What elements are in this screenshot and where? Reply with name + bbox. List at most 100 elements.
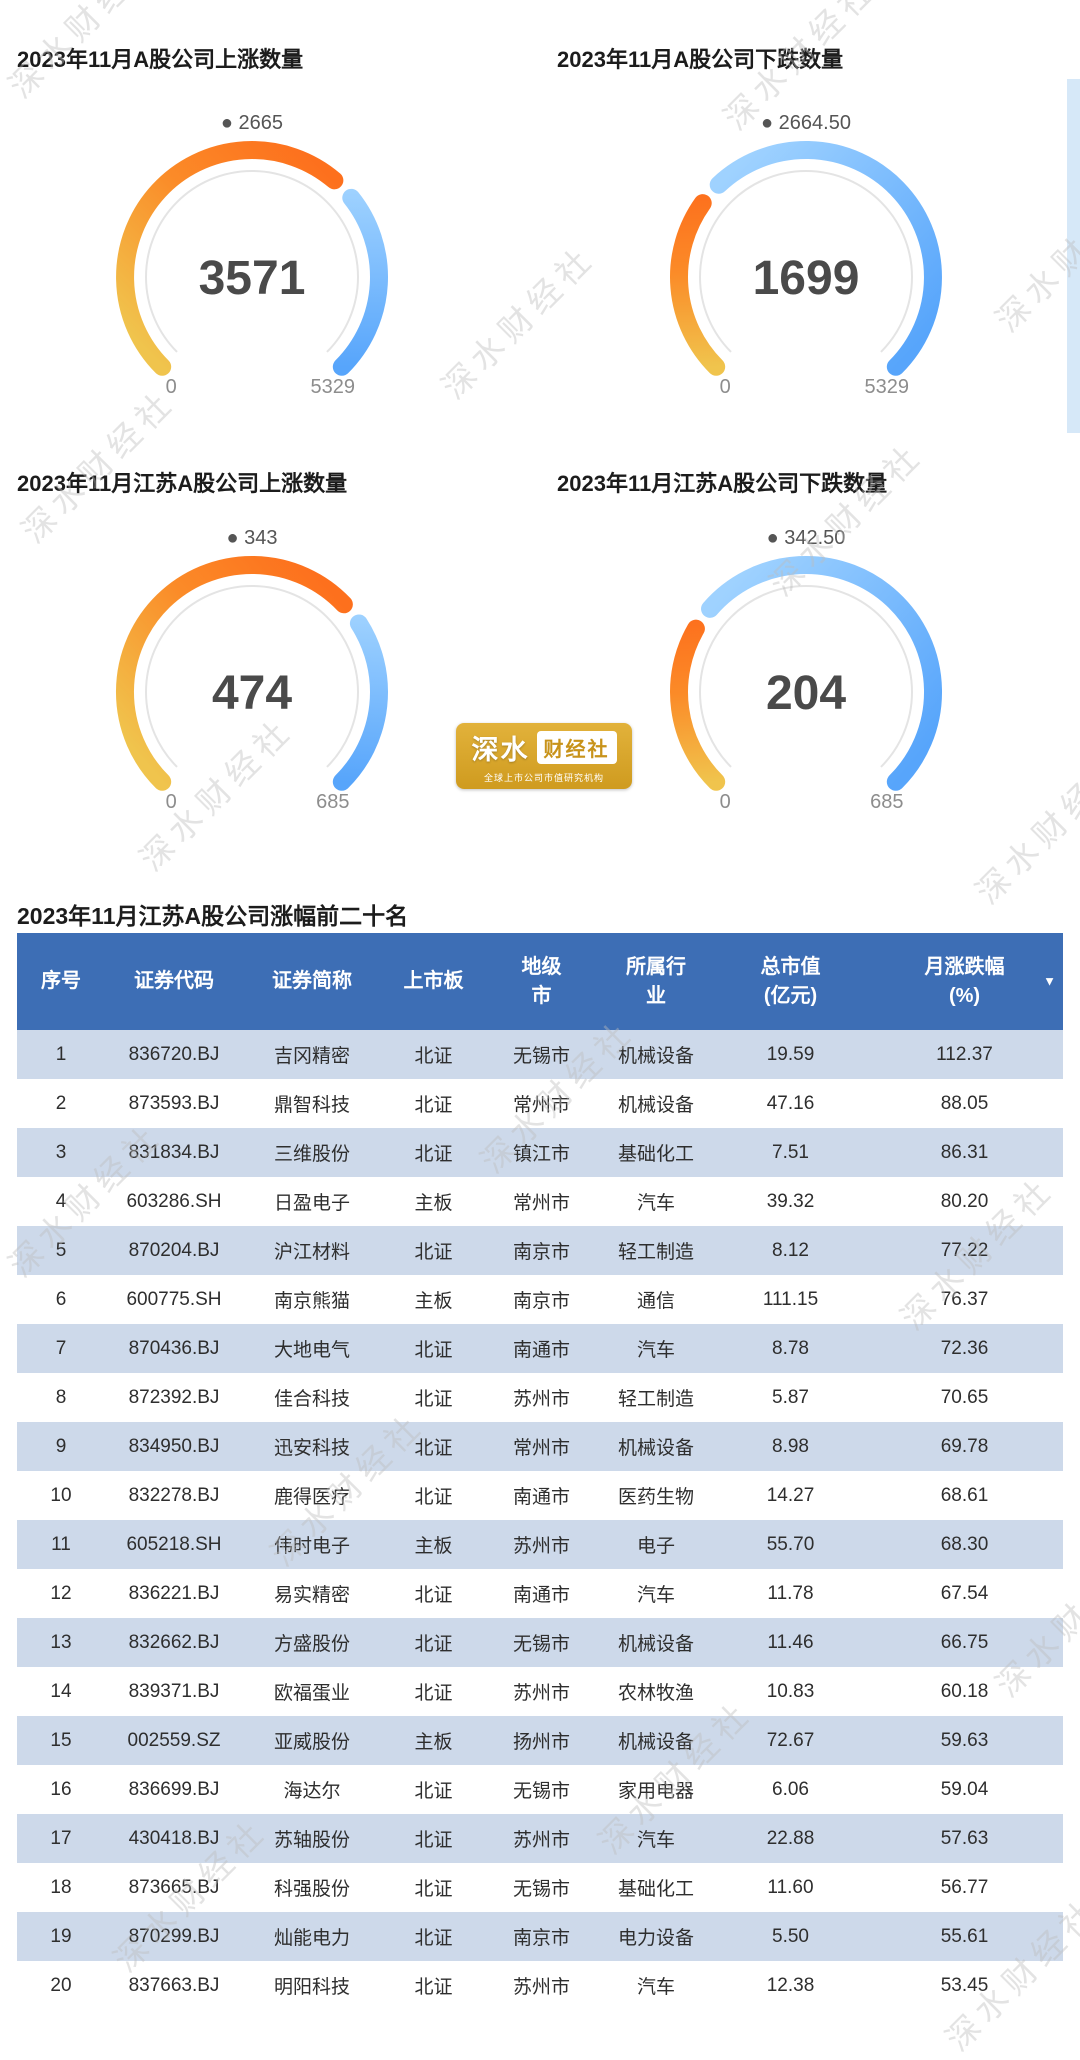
table-header-row: 序号 证券代码 证券简称 上市板 地级 市所属行 业总市值 (亿元) 月涨跌幅 (%) ▼ xyxy=(17,933,1063,1030)
gauge-svg: ● 2665 3571 0 5329 xyxy=(116,112,388,398)
table-cell: 39.32 xyxy=(766,1190,815,1212)
table-cell: 北证 xyxy=(414,1683,453,1704)
table-cell: 北证 xyxy=(414,1487,453,1508)
table-cell: 872392.BJ xyxy=(128,1386,220,1408)
brand-logo: 深水 财经社 全球上市公司市值研究机构 xyxy=(456,723,632,789)
table-cell: 北证 xyxy=(414,1634,453,1655)
table-cell: 通信 xyxy=(636,1291,675,1312)
logo-subtitle: 全球上市公司市值研究机构 xyxy=(483,773,604,783)
gauge-inner-ring xyxy=(145,585,359,768)
table-cell: 12.38 xyxy=(766,1974,815,1996)
table-row: 11 605218.SH 伟时电子 主板 苏州市 电子 55.70 68.30 xyxy=(17,1520,1063,1569)
table-cell: 主板 xyxy=(414,1193,453,1214)
table-row: 8 872392.BJ 佳合科技 北证 苏州市 轻工制造 5.87 70.65 xyxy=(17,1373,1063,1422)
table-row: 19 870299.BJ 灿能电力 北证 南京市 电力设备 5.50 55.61 xyxy=(17,1912,1063,1961)
table-cell: 北证 xyxy=(414,1095,453,1116)
table-cell: 68.61 xyxy=(940,1484,989,1506)
table-cell: 迅安科技 xyxy=(273,1438,350,1459)
table-row: 7 870436.BJ 大地电气 北证 南通市 汽车 8.78 72.36 xyxy=(17,1324,1063,1373)
table-cell: 苏州市 xyxy=(512,1830,570,1851)
table-row: 3 831834.BJ 三维股份 北证 镇江市 基础化工 7.51 86.31 xyxy=(17,1128,1063,1177)
gauge-arc-remainder xyxy=(709,141,942,376)
table-cell: 明阳科技 xyxy=(273,1977,350,1998)
table-cell: 60.18 xyxy=(940,1680,989,1702)
table-cell: 831834.BJ xyxy=(128,1141,220,1163)
table-cell: 苏轴股份 xyxy=(273,1830,350,1851)
table-cell: 9 xyxy=(55,1435,67,1457)
table-cell: 5.87 xyxy=(772,1386,809,1408)
table-cell: 常州市 xyxy=(512,1095,570,1116)
table-cell: 88.05 xyxy=(940,1092,989,1114)
table-cell: 8.12 xyxy=(772,1239,809,1261)
gauge-title-ashare-up: 2023年11月A股公司上涨数量 xyxy=(17,47,304,72)
table-cell: 870299.BJ xyxy=(128,1925,220,1947)
gauge-value: 1699 xyxy=(753,252,860,305)
table-cell: 佳合科技 xyxy=(273,1389,350,1410)
gauge-arc-value xyxy=(670,194,726,376)
table-row: 10 832278.BJ 鹿得医疗 北证 南通市 医药生物 14.27 68.61 xyxy=(17,1471,1063,1520)
table-cell: 主板 xyxy=(414,1732,453,1753)
sort-desc-icon[interactable]: ▼ xyxy=(1043,973,1056,989)
column-header-4: 地级 市 xyxy=(486,933,597,1030)
table-cell: 77.22 xyxy=(940,1239,989,1261)
table-cell: 北证 xyxy=(414,1242,453,1263)
gauge-marker-label: ● 2664.50 xyxy=(761,112,851,134)
table-cell: 亚威股份 xyxy=(273,1732,350,1753)
gauge-arc-value xyxy=(670,619,726,791)
gauge-ashare-up-chart: ● 2665 3571 0 5329 xyxy=(62,87,442,467)
table-cell: 北证 xyxy=(414,1585,453,1606)
table-cell: 22.88 xyxy=(766,1827,815,1849)
table-cell: 836720.BJ xyxy=(128,1043,220,1065)
table-cell: 基础化工 xyxy=(617,1879,694,1900)
table-cell: 机械设备 xyxy=(617,1634,694,1655)
table-cell: 57.63 xyxy=(940,1827,989,1849)
table-cell: 机械设备 xyxy=(617,1732,694,1753)
gauge-inner-ring xyxy=(145,170,359,353)
table-cell: 苏州市 xyxy=(512,1683,570,1704)
table-cell: 伟时电子 xyxy=(273,1536,350,1557)
table-cell: 7 xyxy=(55,1337,67,1359)
table-cell: 1 xyxy=(55,1043,67,1065)
table-cell: 海达尔 xyxy=(283,1781,341,1802)
column-header-7[interactable]: 月涨跌幅 (%) ▼ xyxy=(866,933,1063,1030)
table-cell: 870204.BJ xyxy=(128,1239,220,1261)
table-cell: 鼎智科技 xyxy=(273,1095,350,1116)
table-cell: 南通市 xyxy=(512,1585,570,1606)
table-cell: 10.83 xyxy=(766,1680,815,1702)
logo-name-row: 深水 财经社 xyxy=(472,728,617,767)
table-row: 18 873665.BJ 科强股份 北证 无锡市 基础化工 11.60 56.77 xyxy=(17,1863,1063,1912)
table-cell: 苏州市 xyxy=(512,1389,570,1410)
table-cell: 灿能电力 xyxy=(273,1928,350,1949)
gauge-title-ashare-down: 2023年11月A股公司下跌数量 xyxy=(557,47,844,72)
table-cell: 80.20 xyxy=(940,1190,989,1212)
rank-table: 序号 证券代码 证券简称 上市板 地级 市所属行 业总市值 (亿元) 月涨跌幅 (%) ▼ … xyxy=(17,933,1063,2010)
watermark-text: 深水财经社 xyxy=(988,171,1080,339)
table-cell: 扬州市 xyxy=(512,1732,570,1753)
gauge-marker-label: ● 2665 xyxy=(221,112,283,134)
gauge-svg: ● 342.50 204 0 685 xyxy=(670,527,942,813)
table-cell: 主板 xyxy=(414,1291,453,1312)
table-title: 2023年11月江苏A股公司涨幅前二十名 xyxy=(17,903,409,929)
table-cell: 吉冈精密 xyxy=(273,1046,350,1067)
table-cell: 55.61 xyxy=(940,1925,989,1947)
gauge-max-label: 685 xyxy=(870,791,903,813)
gauge-title-jiangsu-down: 2023年11月江苏A股公司下跌数量 xyxy=(557,471,888,496)
gauge-value: 474 xyxy=(212,667,292,720)
gauge-arc-value xyxy=(116,141,344,376)
table-row: 6 600775.SH 南京熊猫 主板 南京市 通信 111.15 76.37 xyxy=(17,1275,1063,1324)
column-header-0: 序号 xyxy=(17,933,105,1030)
column-header-5: 所属行 业 xyxy=(597,933,715,1030)
table-cell: 北证 xyxy=(414,1781,453,1802)
column-header-6: 总市值 (亿元) xyxy=(715,933,866,1030)
table-body: 1 836720.BJ 吉冈精密 北证 无锡市 机械设备 19.59 112.37 2 87359… xyxy=(17,1030,1063,2010)
gauge-arc-remainder xyxy=(332,614,388,791)
table-cell: 镇江市 xyxy=(512,1144,570,1165)
column-header-3: 上市板 xyxy=(381,933,486,1030)
table-cell: 47.16 xyxy=(766,1092,815,1114)
table-cell: 70.65 xyxy=(940,1386,989,1408)
table-cell: 电子 xyxy=(636,1536,675,1557)
table-cell: 14.27 xyxy=(766,1484,815,1506)
table-cell: 5.50 xyxy=(772,1925,809,1947)
gauge-arc-remainder xyxy=(332,188,388,376)
table-cell: 无锡市 xyxy=(512,1046,570,1067)
